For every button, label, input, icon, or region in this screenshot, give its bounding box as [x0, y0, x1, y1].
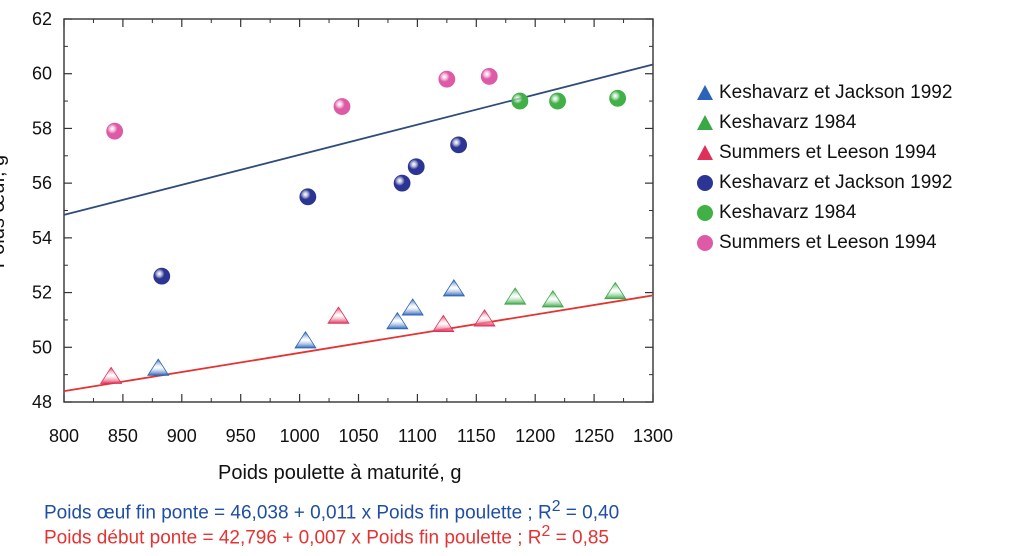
data-point-circle: [153, 267, 171, 285]
legend-circle-icon: [693, 171, 717, 195]
data-point-circle: [299, 188, 317, 206]
data-point-circle: [438, 70, 456, 88]
data-point-triangle: [147, 358, 170, 376]
y-tick-label: 58: [32, 118, 52, 138]
x-tick-label: 1000: [280, 426, 320, 446]
plot-frame: [63, 18, 654, 403]
equation-2-r2-value: = 0,85: [550, 527, 609, 549]
legend-label: Keshavarz 1984: [719, 202, 857, 223]
data-point-triangle: [432, 314, 455, 332]
equation-2: Poids début ponte = 42,796 + 0,007 x Poi…: [44, 523, 609, 549]
x-tick-label: 1050: [338, 426, 378, 446]
legend-item: Keshavarz et Jackson 1992: [693, 78, 1013, 108]
x-tick-label: 1250: [574, 426, 614, 446]
data-point-triangle: [386, 311, 409, 330]
legend-triangle-icon: [693, 111, 717, 135]
equation-1-text: Poids œuf fin ponte = 46,038 + 0,011 x P…: [44, 502, 552, 524]
equation-1-superscript: 2: [551, 498, 561, 515]
x-tick-label: 950: [226, 426, 256, 446]
data-point-circle: [450, 136, 468, 154]
y-axis-label: Poids œuf, g: [0, 155, 10, 269]
legend-label: Summers et Leeson 1994: [719, 142, 937, 163]
data-point-triangle: [401, 298, 424, 316]
regression-line-1: [63, 63, 654, 216]
equation-2-text: Poids début ponte = 42,796 + 0,007 x Poi…: [44, 527, 542, 549]
legend-circle-icon: [693, 231, 717, 255]
data-point-triangle: [99, 366, 123, 384]
data-point-circle: [480, 68, 498, 85]
x-tick-label: 1200: [515, 426, 555, 446]
data-point-triangle: [604, 281, 627, 300]
legend-item: Keshavarz 1984: [693, 198, 1013, 228]
data-point-triangle: [541, 289, 565, 308]
x-axis-label: Poids poulette à maturité, g: [218, 462, 462, 484]
data-point-triangle: [327, 306, 350, 324]
data-point-triangle: [294, 331, 317, 349]
data-point-triangle: [473, 309, 496, 327]
legend-triangle-icon: [693, 81, 717, 105]
y-tick-label: 54: [32, 228, 52, 248]
x-tick-label: 800: [49, 426, 79, 446]
y-tick-label: 60: [32, 64, 52, 84]
y-tick-label: 56: [32, 173, 52, 193]
data-point-circle: [407, 158, 425, 176]
legend-item: Summers et Leeson 1994: [693, 138, 1013, 168]
data-point-circle: [333, 98, 351, 115]
data-point-triangle: [504, 287, 527, 305]
data-point-circle: [609, 89, 627, 107]
legend-item: Keshavarz et Jackson 1992: [693, 168, 1013, 198]
equation-1: Poids œuf fin ponte = 46,038 + 0,011 x P…: [44, 498, 619, 524]
x-tick-label: 1300: [633, 426, 673, 446]
legend-label: Keshavarz et Jackson 1992: [719, 172, 953, 193]
data-point-triangle: [442, 279, 466, 297]
data-point-circle: [393, 174, 411, 192]
legend-circle-icon: [693, 201, 717, 225]
data-point-circle: [106, 122, 124, 140]
x-tick-label: 850: [108, 426, 138, 446]
equation-2-superscript: 2: [541, 523, 551, 540]
data-point-circle: [511, 92, 529, 110]
legend-label: Summers et Leeson 1994: [719, 232, 937, 253]
legend-label: Keshavarz et Jackson 1992: [719, 82, 953, 103]
x-tick-label: 1100: [398, 426, 437, 446]
legend-item: Keshavarz 1984: [693, 108, 1013, 138]
legend: Keshavarz et Jackson 1992 Keshavarz 1984 S…: [693, 78, 1013, 258]
data-point-circle: [549, 92, 566, 110]
legend-triangle-icon: [693, 141, 717, 165]
y-tick-label: 48: [32, 392, 52, 412]
y-tick-label: 62: [32, 9, 52, 29]
x-tick-label: 1150: [457, 426, 496, 446]
y-tick-label: 50: [32, 337, 52, 357]
legend-label: Keshavarz 1984: [719, 112, 857, 133]
legend-item: Summers et Leeson 1994: [693, 228, 1013, 258]
x-tick-label: 900: [167, 426, 197, 446]
equation-1-r2-value: = 0,40: [560, 502, 620, 524]
y-tick-label: 52: [32, 283, 52, 303]
